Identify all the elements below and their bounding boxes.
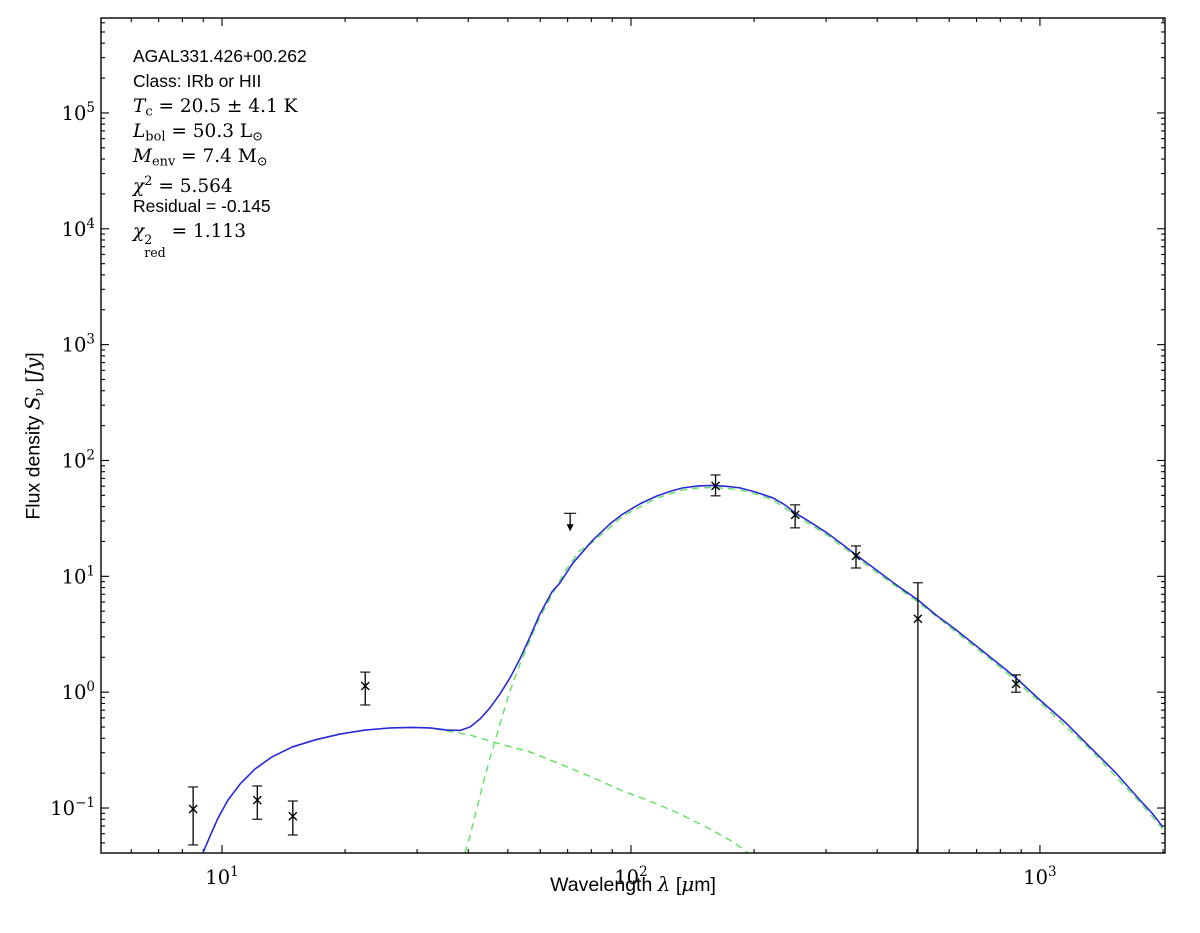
tick-label: 103 — [1023, 864, 1056, 889]
annotation-line: Lbol = 50.3 L⊙ — [133, 121, 263, 145]
annotation-line: Menv = 7.4 M⊙ — [133, 146, 268, 170]
tick-labels: 101 102 103 10−1 100 101 102 103 104 105 — [50, 100, 1056, 889]
annotation-line: Residual = -0.145 — [133, 196, 271, 216]
annotation-line: χ2 = 5.564 — [133, 174, 233, 198]
tick-label: 103 — [62, 332, 95, 357]
tick-label: 100 — [62, 679, 95, 704]
data-points — [188, 474, 1022, 853]
annotation-line: Class: IRb or HII — [133, 71, 262, 91]
y-axis-label: Flux density Sν [Jy] — [20, 352, 48, 520]
cold-component-curve — [464, 486, 1164, 854]
tick-label: 102 — [62, 447, 95, 472]
annotation-line: AGAL331.426+00.262 — [133, 46, 307, 66]
annotation-line: Tc = 20.5 ± 4.1 K — [133, 96, 298, 120]
x-axis-label: Wavelength λ [μm] — [550, 872, 716, 896]
upper-limit-arrow — [566, 524, 574, 532]
tick-label: 105 — [62, 100, 95, 125]
subsup-stack: 2 red — [144, 231, 166, 261]
plot-frame — [100, 17, 1166, 854]
annotation-line: χ 2 red = 1.113 — [133, 221, 246, 261]
tick-label: 101 — [62, 563, 95, 588]
warm-component-curve — [202, 726, 749, 854]
model-fit-curve — [202, 484, 1164, 854]
annotation-block: AGAL331.426+00.262 Class: IRb or HII Tc = … — [133, 44, 307, 261]
tick-label: 104 — [62, 216, 95, 241]
tick-label: 10−1 — [50, 795, 95, 820]
tick-label: 102 — [614, 864, 647, 889]
tick-label: 101 — [205, 864, 238, 889]
